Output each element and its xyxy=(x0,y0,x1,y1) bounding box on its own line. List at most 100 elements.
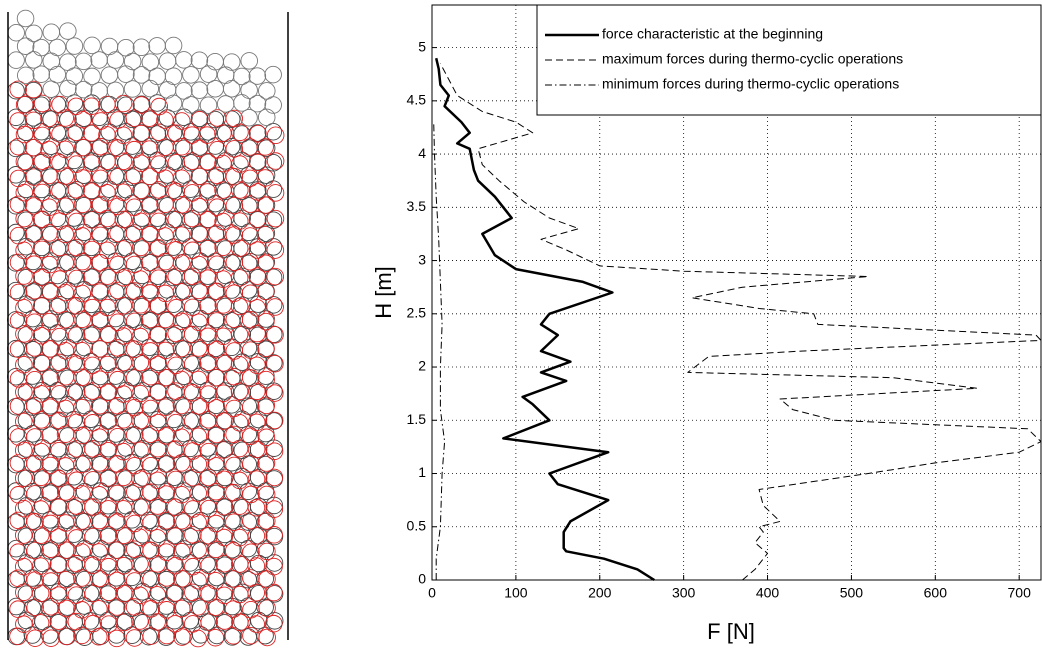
particle-shifted xyxy=(83,182,101,200)
particle-shifted xyxy=(184,468,202,487)
particle-shifted xyxy=(215,497,233,516)
particle-shifted xyxy=(265,500,284,518)
particle-shifted xyxy=(41,426,59,444)
particle-shifted xyxy=(247,498,266,517)
particle xyxy=(23,569,42,587)
particle-shifted xyxy=(131,353,150,372)
particle-shifted xyxy=(33,240,51,259)
particle-shifted xyxy=(248,356,266,375)
particle-shifted xyxy=(40,224,59,242)
x-tick-label: 200 xyxy=(588,585,612,601)
particle-shifted xyxy=(56,225,74,244)
particle-shifted xyxy=(241,169,259,188)
particle-shifted xyxy=(225,483,243,502)
particle-shifted xyxy=(248,210,267,228)
particle-shifted xyxy=(141,342,160,360)
particle xyxy=(158,425,176,444)
particle-shifted xyxy=(84,440,102,458)
particle xyxy=(239,311,258,330)
particle-shifted xyxy=(225,226,244,244)
particle-shifted xyxy=(40,312,59,331)
particle-shifted xyxy=(131,384,149,403)
particle xyxy=(117,238,135,257)
particle-shifted xyxy=(32,442,50,461)
particle-shifted xyxy=(67,413,86,432)
particle-shifted xyxy=(172,138,191,156)
particle xyxy=(250,611,268,630)
particle-shifted xyxy=(98,355,117,374)
particle-shifted xyxy=(157,427,175,445)
particle xyxy=(81,612,100,630)
particle-shifted xyxy=(241,253,260,271)
particle xyxy=(17,554,36,572)
particle xyxy=(157,628,175,646)
particle xyxy=(100,268,118,287)
particle xyxy=(107,455,125,473)
particle-shifted xyxy=(157,569,176,587)
particle-shifted xyxy=(265,411,284,430)
particle-shifted xyxy=(140,197,159,215)
particle-shifted xyxy=(73,310,91,329)
particle-shifted xyxy=(15,383,33,401)
particle-shifted xyxy=(25,255,44,273)
particle xyxy=(23,398,42,416)
particle-shifted xyxy=(99,557,118,576)
particle-shifted xyxy=(167,413,185,432)
particle-shifted xyxy=(199,411,218,429)
particle-top xyxy=(148,37,166,55)
particle-shifted xyxy=(108,396,127,415)
particle xyxy=(216,411,234,430)
particle-top xyxy=(7,23,25,42)
particle-shifted xyxy=(198,183,217,201)
data-line xyxy=(433,122,446,580)
particle-shifted xyxy=(73,284,91,303)
particle xyxy=(150,613,168,631)
particle-shifted xyxy=(73,195,92,214)
particle xyxy=(264,238,283,256)
particle-shifted xyxy=(149,382,167,401)
particle xyxy=(133,182,151,200)
y-axis-label: H [m] xyxy=(371,266,396,319)
particle xyxy=(82,352,100,371)
particle-top xyxy=(59,79,77,98)
particle xyxy=(192,599,210,618)
particle-shifted xyxy=(172,254,191,272)
particle-top xyxy=(141,53,160,71)
particle-shifted xyxy=(150,212,168,231)
particle-top xyxy=(240,81,258,99)
particle-shifted xyxy=(125,166,144,185)
particle-shifted xyxy=(140,109,159,127)
particle-shifted xyxy=(230,528,249,547)
particle-shifted xyxy=(183,298,202,317)
particle xyxy=(65,94,84,112)
particle-shifted xyxy=(114,442,133,461)
particle xyxy=(58,484,77,502)
particle-shifted xyxy=(249,153,267,172)
particle-shifted xyxy=(9,283,28,302)
particle-top xyxy=(106,81,125,100)
particle-shifted xyxy=(33,126,52,145)
particle-shifted xyxy=(91,283,109,301)
particle-shifted xyxy=(131,270,150,288)
y-tick-label: 4.5 xyxy=(407,92,427,108)
particle-shifted xyxy=(208,198,226,216)
particle xyxy=(192,626,210,644)
particle-shifted xyxy=(149,297,168,315)
particle-shifted xyxy=(99,383,117,402)
particle-top xyxy=(123,80,142,98)
particle xyxy=(181,211,200,230)
particle xyxy=(75,597,94,615)
particle xyxy=(223,628,242,646)
particle-shifted xyxy=(148,613,166,631)
y-tick-label: 0 xyxy=(418,571,426,587)
particle-shifted xyxy=(258,542,276,561)
particle-shifted xyxy=(215,554,234,573)
particle-shifted xyxy=(84,556,102,575)
particle-shifted xyxy=(33,210,51,228)
particle-shifted xyxy=(140,140,159,158)
particle xyxy=(216,498,234,517)
particle-shifted xyxy=(199,353,218,372)
particle xyxy=(24,167,43,185)
particle-shifted xyxy=(67,355,86,373)
particle-shifted xyxy=(25,138,43,157)
